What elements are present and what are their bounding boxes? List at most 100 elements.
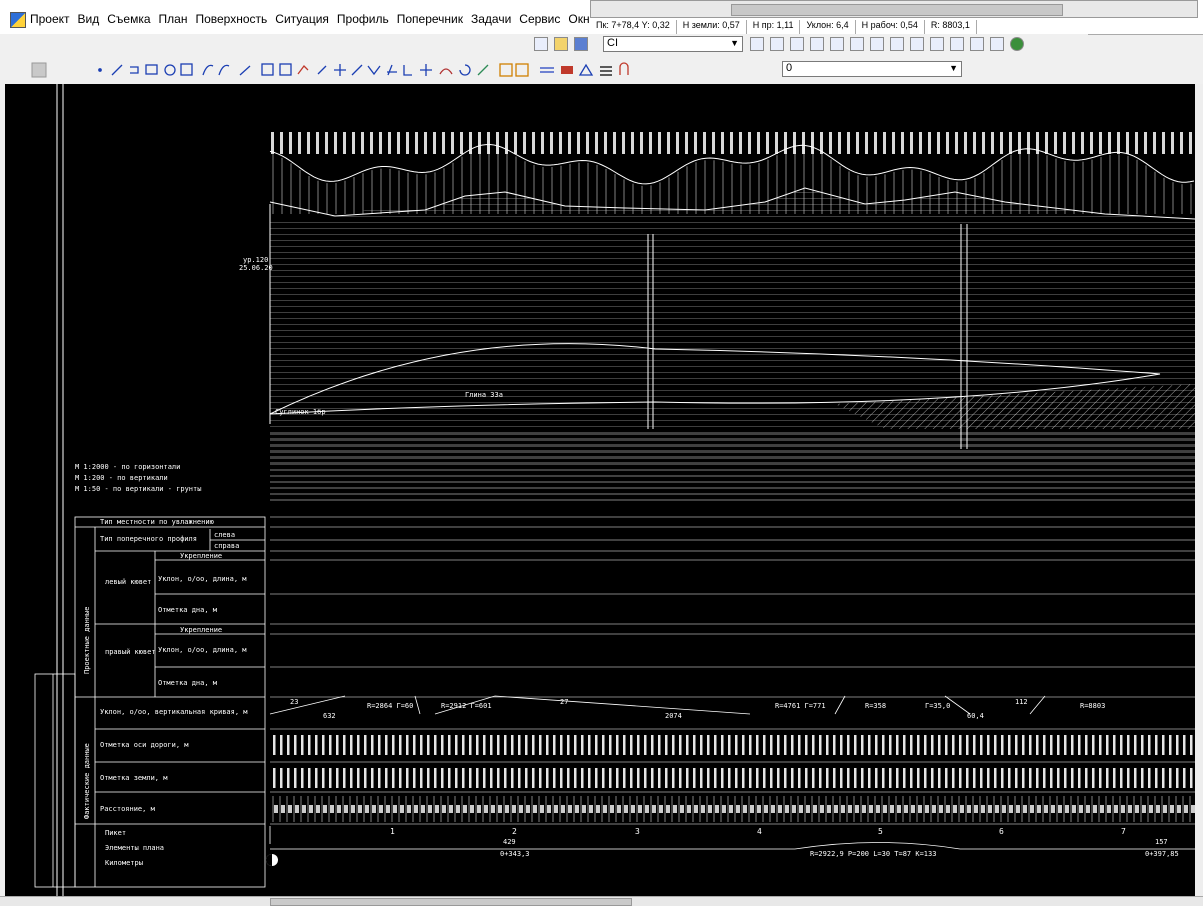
lineweight-icon[interactable] xyxy=(600,66,612,76)
zoom-out-icon[interactable] xyxy=(910,37,924,51)
menu-cross-section[interactable]: Поперечник xyxy=(396,12,463,26)
axis-mark-value xyxy=(875,735,878,755)
distance-value xyxy=(925,805,929,813)
help-icon[interactable] xyxy=(1010,37,1024,51)
edit-icon[interactable] xyxy=(317,65,327,75)
text-icon[interactable] xyxy=(180,63,193,76)
menu-situation[interactable]: Ситуация xyxy=(275,12,329,26)
axis-mark-value xyxy=(826,735,829,755)
insert-block-icon[interactable] xyxy=(279,63,292,76)
app-logo-icon[interactable] xyxy=(10,12,26,28)
circle-icon[interactable] xyxy=(164,64,176,76)
axis-mark-value xyxy=(945,735,948,755)
axis-mark-value xyxy=(889,735,892,755)
axis-mark-value xyxy=(651,735,654,755)
menu-plan[interactable]: План xyxy=(158,12,188,26)
distance-value xyxy=(757,805,761,813)
menu-profile[interactable]: Профиль xyxy=(336,12,389,26)
arc2-icon[interactable] xyxy=(218,64,230,76)
properties-icon[interactable] xyxy=(950,37,964,51)
point-icon[interactable] xyxy=(98,68,102,72)
hatch-icon[interactable] xyxy=(578,63,594,76)
rectangle-icon[interactable] xyxy=(145,64,158,75)
label-left-ditch: левый кювет xyxy=(105,578,151,586)
menu-project[interactable]: Проект xyxy=(30,12,70,26)
vertical-scrollbar[interactable] xyxy=(1195,84,1203,896)
axis-mark-value xyxy=(861,735,864,755)
axis-mark-value xyxy=(966,735,969,755)
ground-mark-value xyxy=(840,768,843,788)
zoom-in-icon[interactable] xyxy=(890,37,904,51)
pan-icon[interactable] xyxy=(810,37,824,51)
menu-survey[interactable]: Съемка xyxy=(107,12,151,26)
menu-window[interactable]: Окн xyxy=(568,12,590,26)
magnet-icon[interactable] xyxy=(619,62,629,75)
fill-icon[interactable] xyxy=(561,66,573,74)
polyline-icon[interactable] xyxy=(130,66,139,74)
distance-value xyxy=(708,805,712,813)
list-icon[interactable] xyxy=(990,37,1004,51)
distance-value xyxy=(526,805,530,813)
sort-descending-icon[interactable] xyxy=(515,63,529,77)
elevation-label-mark xyxy=(1117,132,1120,154)
layer-select[interactable]: CI ▼ xyxy=(603,36,743,52)
eraser-icon[interactable] xyxy=(439,68,453,75)
axis-mark-value xyxy=(791,735,794,755)
line-icon[interactable] xyxy=(111,64,123,76)
elevation-label-mark xyxy=(568,132,571,154)
fillet-icon[interactable] xyxy=(403,65,412,76)
zoom-realtime-icon[interactable] xyxy=(850,37,864,51)
status-scrollbar[interactable] xyxy=(590,0,1198,18)
elevation-label-mark xyxy=(343,132,346,154)
menu-tasks[interactable]: Задачи xyxy=(470,12,512,26)
open-folder-icon[interactable] xyxy=(554,37,568,51)
profile-drawing[interactable]: ур.120 25.06.20 Суглинок 1бр Глина 33а М… xyxy=(5,84,1196,896)
explode-icon[interactable] xyxy=(297,65,309,75)
leader-icon[interactable] xyxy=(239,65,251,76)
axis-mark-value xyxy=(686,735,689,755)
zoom-previous-icon[interactable] xyxy=(870,37,884,51)
measure-icon[interactable] xyxy=(477,64,489,76)
axis-mark-value xyxy=(1099,735,1102,755)
dimension-icon[interactable] xyxy=(540,67,554,73)
vertical-curve: R=358 xyxy=(865,702,886,710)
break-icon[interactable] xyxy=(420,64,432,76)
axis-mark-value xyxy=(882,735,885,755)
ground-mark-value xyxy=(462,768,465,788)
ground-mark-value xyxy=(854,768,857,788)
sort-ascending-icon[interactable] xyxy=(499,63,513,77)
elevation-label-mark xyxy=(613,132,616,154)
zoom-window-icon[interactable] xyxy=(830,37,844,51)
distance-value xyxy=(358,805,362,813)
drawing-canvas[interactable]: ур.120 25.06.20 Суглинок 1бр Глина 33а М… xyxy=(5,84,1196,896)
lineweight-select[interactable]: 0 ▼ xyxy=(782,61,962,77)
scrollbar-thumb[interactable] xyxy=(731,4,1063,16)
disabled-save-icon xyxy=(31,62,47,78)
preview-icon[interactable] xyxy=(770,37,784,51)
refresh-icon[interactable] xyxy=(930,37,944,51)
print-icon[interactable] xyxy=(750,37,764,51)
elevation-label-mark xyxy=(1153,132,1156,154)
match-properties-icon[interactable] xyxy=(970,37,984,51)
axis-mark-value xyxy=(518,735,521,755)
block-icon[interactable] xyxy=(261,63,274,76)
ground-mark-value xyxy=(1169,768,1172,788)
ground-mark-value xyxy=(336,768,339,788)
distance-value xyxy=(1142,805,1146,813)
arc-icon[interactable] xyxy=(202,64,214,76)
new-file-icon[interactable] xyxy=(534,37,548,51)
distance-value xyxy=(421,805,425,813)
elevation-label-mark xyxy=(307,132,310,154)
trim-icon[interactable] xyxy=(351,64,363,76)
extend-icon[interactable] xyxy=(387,64,397,76)
elevation-label-mark xyxy=(847,132,850,154)
menu-view[interactable]: Вид xyxy=(77,12,100,26)
move-icon[interactable] xyxy=(334,64,346,76)
save-icon[interactable] xyxy=(574,37,588,51)
menu-service[interactable]: Сервис xyxy=(519,12,561,26)
rotate-icon[interactable] xyxy=(459,64,471,76)
menu-surface[interactable]: Поверхность xyxy=(195,12,268,26)
undo-icon[interactable] xyxy=(790,37,804,51)
offset-icon[interactable] xyxy=(367,65,381,76)
plan-row-lines xyxy=(269,826,1195,850)
